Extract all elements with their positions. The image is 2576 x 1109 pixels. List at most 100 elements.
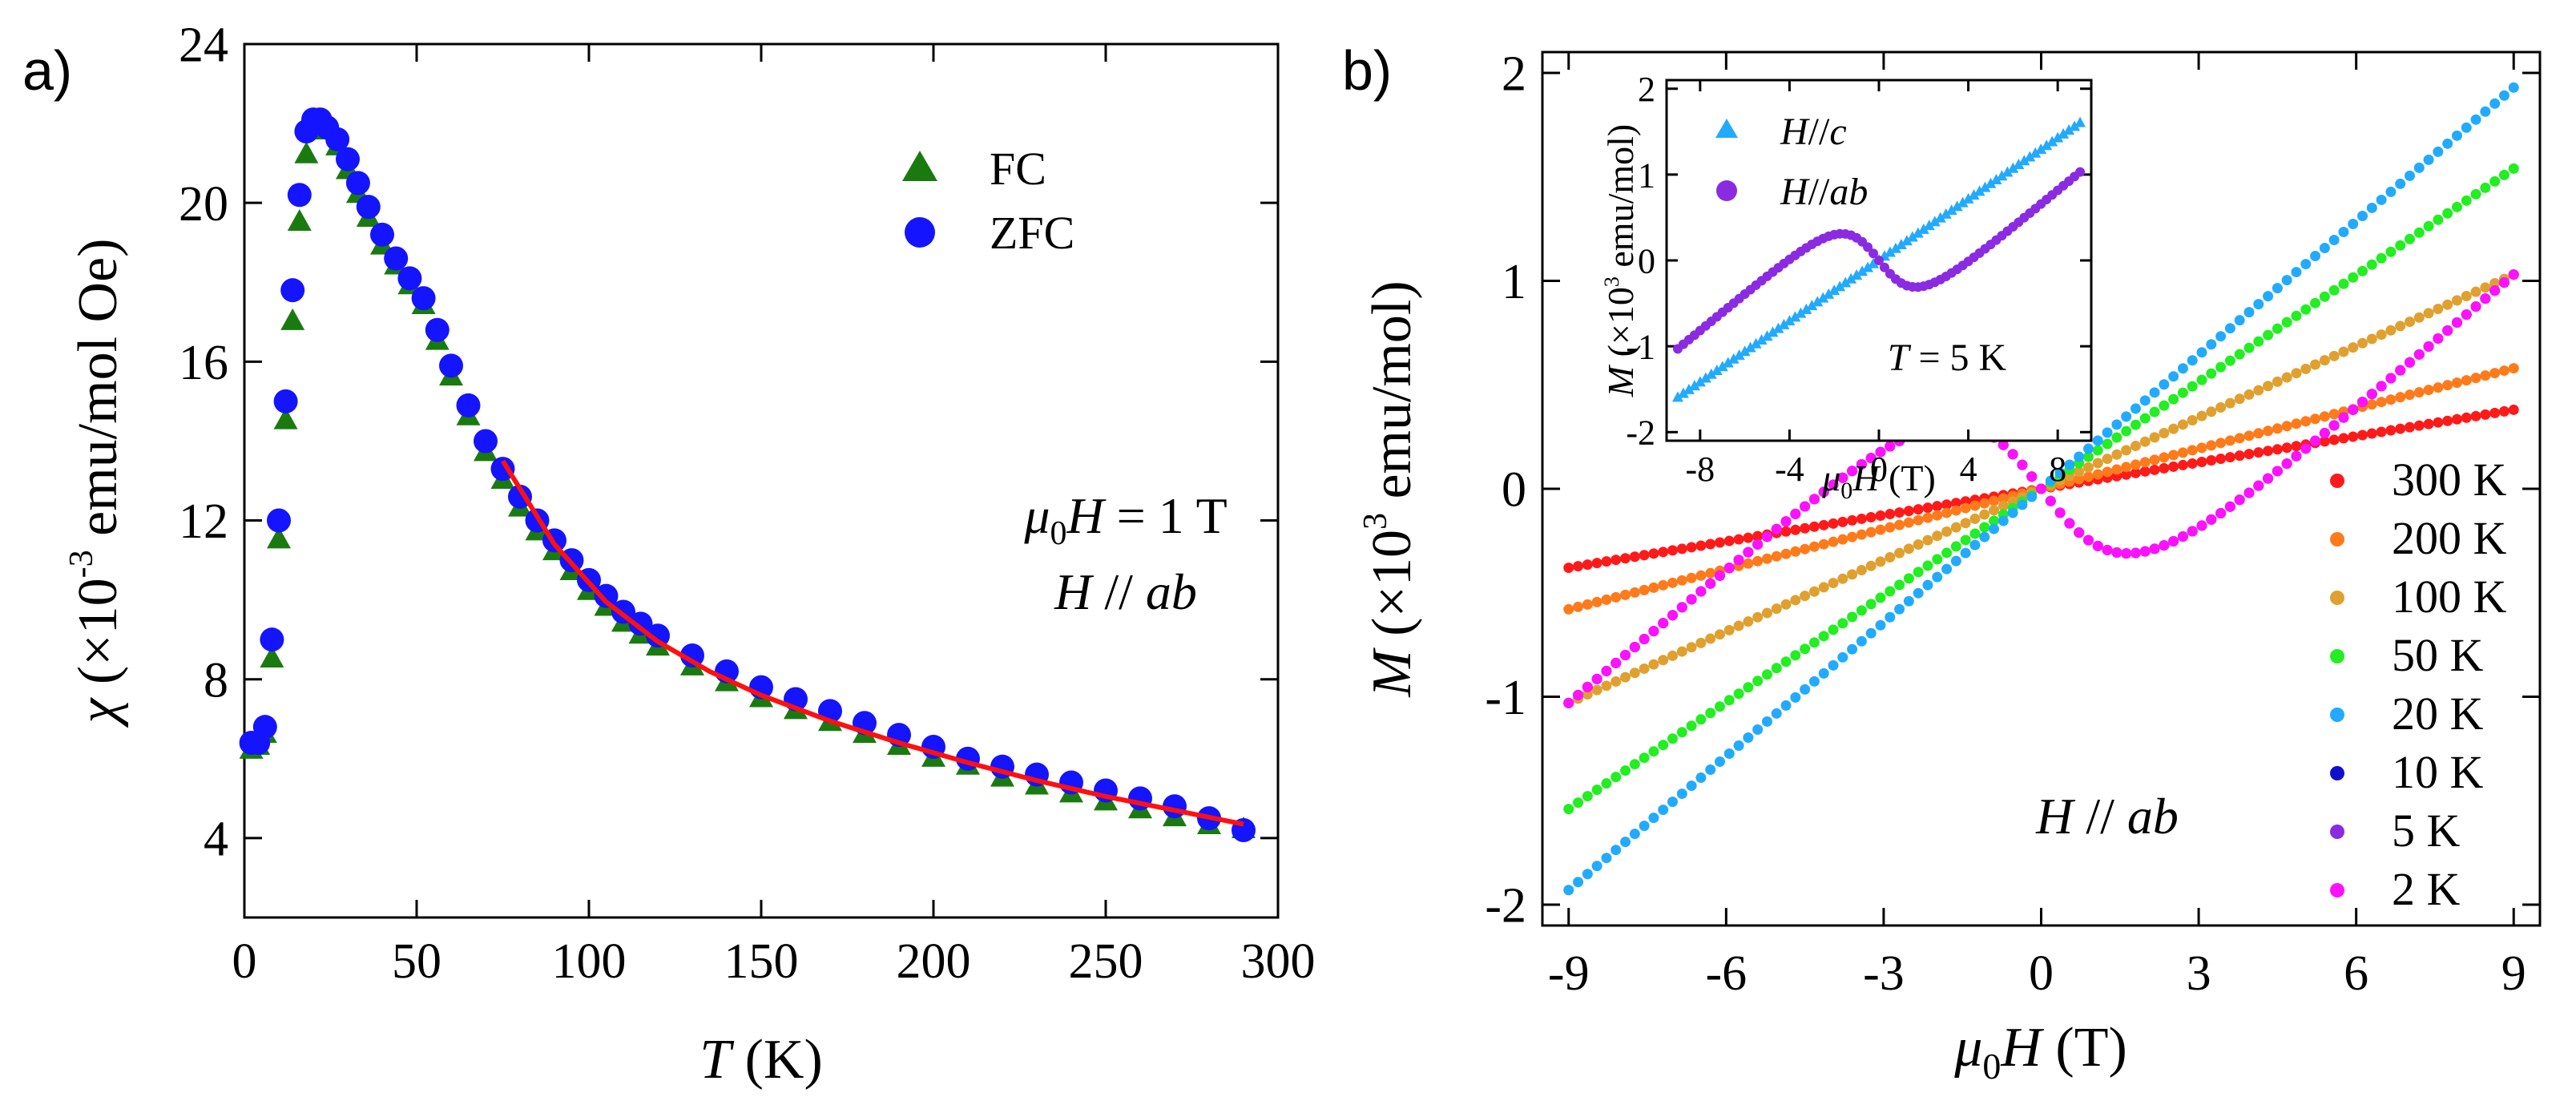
panel-b-x-tick-label: 3 <box>2187 946 2211 1001</box>
m-point-100k <box>1676 646 1687 657</box>
m-point-200k <box>2215 438 2227 449</box>
m-point-100k <box>1771 603 1782 615</box>
m-point-20k <box>1743 732 1754 743</box>
m-point-50k <box>1837 618 1848 629</box>
m-point-100k <box>2433 304 2444 315</box>
m-point-2k <box>1601 665 1612 676</box>
m-point-100k <box>2102 454 2113 465</box>
m-point-100k <box>1705 633 1716 644</box>
m-point-100k <box>1733 620 1744 631</box>
m-point-2k <box>1658 618 1669 629</box>
m-point-2k <box>1705 578 1716 589</box>
m-point-200k <box>2234 433 2245 444</box>
panel-a-x-tick-label: 100 <box>552 934 627 989</box>
m-point-100k <box>2263 381 2274 392</box>
inset-temperature-annotation: T = 5 K <box>1888 337 2007 379</box>
m-point-200k <box>2404 389 2415 401</box>
m-point-50k <box>1601 778 1612 789</box>
m-point-20k <box>2489 98 2501 109</box>
zfc-point <box>260 627 284 652</box>
m-point-200k <box>2168 450 2179 461</box>
m-point-300k <box>1582 559 1593 571</box>
m-point-20k <box>1771 708 1782 719</box>
m-point-20k <box>2074 451 2085 462</box>
m-point-100k <box>2159 428 2170 439</box>
m-point-300k <box>2224 452 2235 463</box>
m-point-200k <box>2187 445 2198 456</box>
m-point-200k <box>2319 411 2330 422</box>
m-point-2k <box>1695 586 1707 597</box>
inset-x-tick-label: 8 <box>2049 450 2066 489</box>
m-point-2k <box>1743 546 1754 558</box>
m-point-300k <box>1790 524 1801 535</box>
m-point-100k <box>1723 624 1735 635</box>
panel-a-y-tick-label: 24 <box>179 18 228 73</box>
m-point-20k <box>2470 114 2481 125</box>
m-point-50k <box>2310 297 2321 309</box>
m-point-300k <box>1847 514 1858 526</box>
m-point-300k <box>1856 513 1867 524</box>
inset-hab-point <box>1879 262 1889 272</box>
inset-hc-point <box>2046 135 2058 147</box>
m-point-50k <box>2139 413 2151 424</box>
m-point-300k <box>2243 449 2255 460</box>
m-point-50k <box>2433 214 2444 225</box>
m-point-50k <box>2092 445 2103 456</box>
m-point-20k <box>2007 507 2018 518</box>
inset-hab-point <box>1869 248 1879 259</box>
m-point-2k <box>2224 501 2235 512</box>
m-point-300k <box>2281 442 2292 454</box>
panel-a-direction-annotation: H // ab <box>1054 563 1197 620</box>
m-point-100k <box>1998 500 2009 511</box>
m-point-20k <box>2357 210 2368 221</box>
m-point-2k <box>1639 634 1650 645</box>
inset-y-tick-label: -2 <box>1626 413 1655 453</box>
m-point-100k <box>2177 419 2188 430</box>
m-point-20k <box>2451 130 2462 141</box>
m-point-2k <box>2263 473 2274 484</box>
panel-b-direction-annotation: H // ab <box>2035 788 2179 845</box>
inset-hc-point <box>1823 288 1835 299</box>
m-point-2k <box>2177 531 2188 542</box>
m-point-200k <box>2310 413 2321 425</box>
panel-b-series <box>1563 82 2519 896</box>
m-point-300k <box>2461 412 2472 423</box>
inset-hc-point <box>1840 276 1852 288</box>
m-point-100k <box>1582 689 1593 700</box>
m-point-200k <box>2489 368 2501 379</box>
inset-hc-point <box>2018 155 2030 166</box>
m-point-50k <box>1667 733 1679 744</box>
m-point-20k <box>2224 323 2235 334</box>
m-point-100k <box>1601 680 1612 692</box>
m-point-200k <box>1913 514 1924 526</box>
inset-x-tick-label: -8 <box>1686 450 1715 489</box>
inset-hc-point <box>2002 166 2014 177</box>
m-point-200k <box>1837 534 1848 545</box>
m-point-100k <box>2423 308 2434 319</box>
panel-b-x-tick-label: 0 <box>2029 946 2054 1001</box>
m-point-300k <box>1885 509 1896 520</box>
m-point-300k <box>1818 519 1829 530</box>
m-point-20k <box>1676 788 1687 800</box>
m-point-50k <box>2196 374 2207 385</box>
m-point-50k <box>2272 323 2283 334</box>
m-point-2k <box>2338 412 2349 423</box>
m-point-100k <box>1686 642 1697 653</box>
m-point-100k <box>1950 522 1961 533</box>
m-point-2k <box>2159 540 2170 551</box>
m-point-20k <box>2111 419 2122 430</box>
inset-legend-hab-marker <box>1716 180 1737 201</box>
m-point-50k <box>1818 631 1829 642</box>
m-point-300k <box>1658 546 1669 558</box>
m-point-300k <box>2196 456 2207 467</box>
m-point-100k <box>2139 436 2151 447</box>
inset-hc-point <box>1940 208 1952 219</box>
m-point-2k <box>1808 494 1820 505</box>
m-point-20k <box>2064 459 2075 470</box>
inset-hc-point <box>2058 127 2070 139</box>
inset-hc-point <box>2041 139 2053 151</box>
m-point-100k <box>1922 534 1933 546</box>
m-point-300k <box>1573 561 1584 572</box>
m-point-50k <box>1950 541 1961 552</box>
m-point-300k <box>2395 423 2406 434</box>
